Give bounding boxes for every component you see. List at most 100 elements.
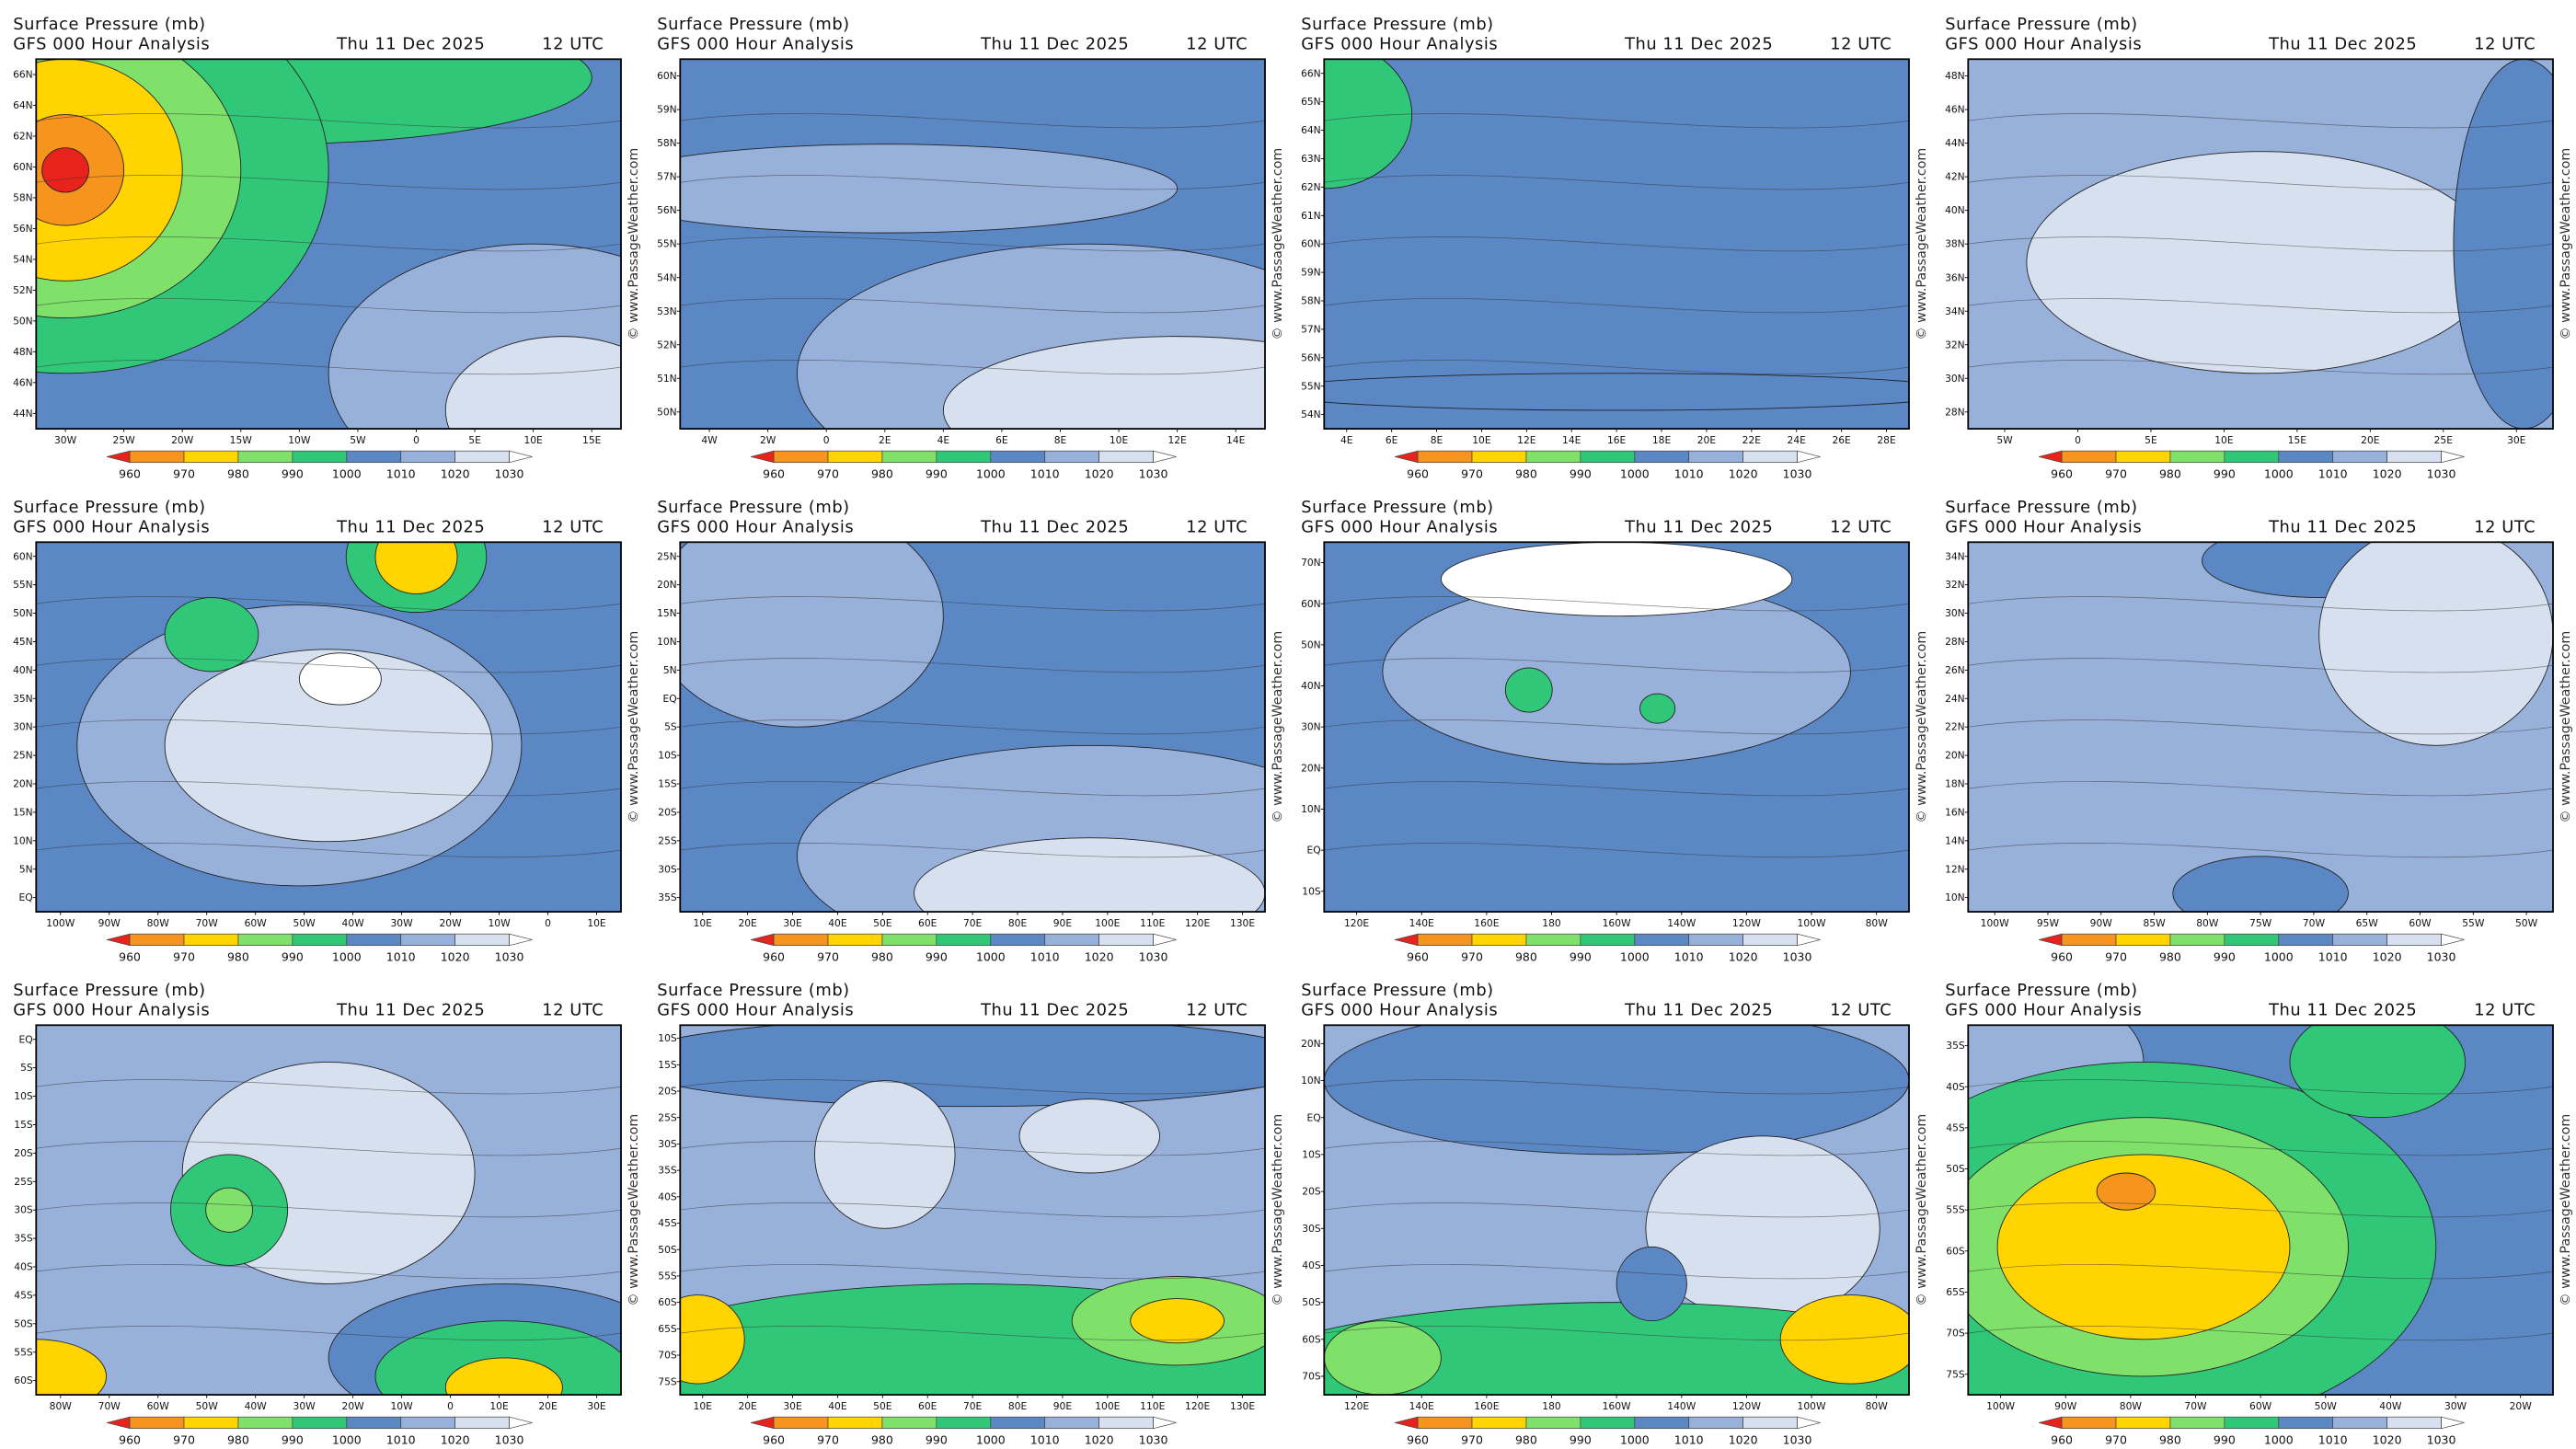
y-tick-label: 10N — [1301, 803, 1321, 815]
pressure-area — [298, 652, 382, 706]
y-tick-label: 5S — [664, 721, 677, 733]
colorbar-label: 1000 — [2264, 1433, 2294, 1447]
colorbar-label: 980 — [2159, 950, 2181, 964]
colorbar-box — [2224, 933, 2280, 947]
colorbar-box — [1580, 933, 1636, 947]
x-tick-label: 0 — [823, 434, 830, 446]
colorbar-box — [2115, 933, 2171, 947]
isobar — [1968, 360, 2553, 375]
colorbar-label: 1030 — [1783, 467, 1812, 481]
colorbar-label: 1030 — [1139, 467, 1168, 481]
x-tick-label: 14E — [1226, 434, 1246, 446]
x-tick-label: 100E — [1095, 917, 1120, 929]
isobar — [36, 781, 621, 797]
colorbar-label: 970 — [1461, 467, 1483, 481]
y-tick-label: 50S — [1302, 1296, 1321, 1308]
colorbar-label: 1010 — [386, 467, 416, 481]
isobar — [1324, 719, 1909, 735]
colorbar-label: 960 — [2051, 950, 2073, 964]
y-tick-label: 57N — [657, 171, 677, 183]
colorbar-box — [990, 1416, 1046, 1430]
x-tick-label: 95W — [2037, 917, 2060, 929]
colorbar-box — [292, 450, 348, 464]
colorbar-box — [773, 450, 829, 464]
colorbar-high — [2441, 933, 2465, 947]
pressure-area — [1324, 373, 1909, 411]
pressure-area — [1616, 1246, 1687, 1322]
x-tick-label: 110E — [1140, 917, 1165, 929]
y-tick-label: 50N — [13, 607, 33, 619]
x-tick-label: 80W — [1866, 1400, 1889, 1412]
colorbar-box — [183, 933, 239, 947]
isobar — [36, 175, 621, 190]
x-tick-label: 20E — [738, 917, 757, 929]
colorbar-label: 1020 — [1729, 467, 1758, 481]
x-tick-label: 10E — [523, 434, 543, 446]
colorbar-label: 1030 — [1139, 1433, 1168, 1447]
colorbar-box — [1580, 1416, 1636, 1430]
panel-time: 12 UTC — [1830, 1001, 1892, 1020]
panel: Surface Pressure (mb)GFS 000 Hour Analys… — [1945, 15, 2573, 481]
colorbar-high — [2441, 1416, 2465, 1430]
x-tick-label: 160E — [1474, 1400, 1499, 1412]
colorbar-low — [106, 1416, 131, 1430]
panel-model: GFS 000 Hour Analysis — [1301, 518, 1498, 537]
colorbar-box — [827, 1416, 883, 1430]
pressure-area — [680, 1294, 745, 1385]
isobar — [680, 1079, 1265, 1095]
panel-model: GFS 000 Hour Analysis — [657, 35, 854, 54]
y-tick-label: 44N — [13, 408, 33, 420]
isobar — [1324, 298, 1909, 314]
y-tick-label: 66N — [1301, 67, 1321, 79]
pressure-area — [680, 144, 1178, 234]
colorbar-label: 990 — [282, 950, 304, 964]
watermark: © www.PassageWeather.com — [1915, 631, 1929, 823]
y-tick-label: 60N — [13, 161, 33, 173]
y-tick-label: 54N — [657, 271, 677, 283]
x-tick-label: 26E — [1832, 434, 1851, 446]
isobar — [36, 1264, 621, 1280]
colorbar-label: 990 — [926, 950, 948, 964]
colorbar-low — [750, 933, 775, 947]
colorbar-label: 970 — [173, 1433, 195, 1447]
x-tick-label: 20W — [439, 917, 462, 929]
pressure-area — [164, 649, 493, 843]
panel-title: Surface Pressure (mb) — [657, 498, 849, 517]
colorbar-label: 960 — [119, 1433, 141, 1447]
isobar — [1324, 658, 1909, 673]
panel-date: Thu 11 Dec 2025 — [336, 1001, 485, 1020]
colorbar-box — [237, 450, 293, 464]
colorbar-label: 1010 — [1674, 467, 1704, 481]
x-tick-label: 6E — [1386, 434, 1398, 446]
isobar — [1324, 1264, 1909, 1280]
watermark: © www.PassageWeather.com — [1271, 1114, 1285, 1306]
colorbar-box — [346, 933, 402, 947]
map — [1968, 59, 2553, 430]
x-tick-label: 30W — [293, 1400, 316, 1412]
colorbar-box — [2061, 933, 2117, 947]
y-tick-label: 58N — [1301, 295, 1321, 307]
watermark: © www.PassageWeather.com — [2559, 631, 2573, 823]
colorbar-label: 1000 — [2264, 467, 2294, 481]
isobar — [1968, 658, 2553, 673]
colorbar-low — [106, 450, 131, 464]
isobar — [680, 1326, 1265, 1341]
panel-title: Surface Pressure (mb) — [1301, 15, 1493, 34]
colorbar-box — [1417, 933, 1473, 947]
colorbar-label: 1020 — [1729, 1433, 1758, 1447]
y-tick-label: 45S — [658, 1217, 677, 1229]
colorbar-label: 980 — [871, 950, 893, 964]
isobar — [680, 113, 1265, 129]
y-tick-label: 57N — [1301, 323, 1321, 335]
panel-time: 12 UTC — [2474, 35, 2536, 54]
isobar — [1968, 1141, 2553, 1156]
x-tick-label: 25E — [2434, 434, 2454, 446]
y-tick-label: 35N — [13, 693, 33, 705]
panel-title: Surface Pressure (mb) — [13, 498, 205, 517]
panel-model: GFS 000 Hour Analysis — [657, 518, 854, 537]
y-tick-label: 25S — [658, 834, 677, 846]
pressure-area — [680, 542, 944, 728]
panel-title: Surface Pressure (mb) — [13, 981, 205, 1000]
colorbar-box — [2386, 1416, 2442, 1430]
colorbar-box — [2278, 933, 2334, 947]
